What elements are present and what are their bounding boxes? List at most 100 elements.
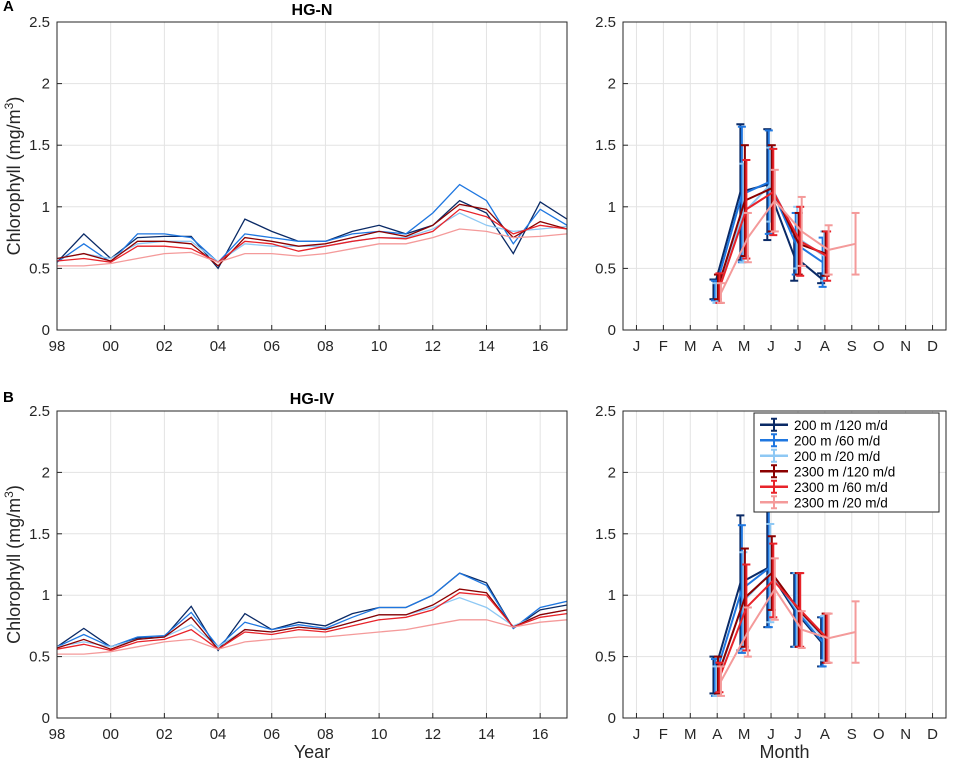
x-tick-label: J [767, 338, 775, 355]
y-tick-label: 2 [42, 464, 50, 481]
x-tick-label: O [873, 338, 885, 355]
x-tick-label: 00 [102, 726, 119, 743]
chart-hg-n-monthly: 00.511.522.5J F M A M J J A S O N D [595, 14, 947, 355]
y-tick-label: 1.5 [29, 137, 50, 154]
y-tick-label: 0 [608, 710, 616, 727]
y-axis-label-sup: 3 [2, 102, 16, 109]
x-tick-label: J [794, 338, 802, 355]
annual-mean-line-3 [57, 588, 567, 651]
panel-label-b: B [3, 389, 14, 406]
x-tick-label: A [820, 726, 830, 743]
x-tick-label: M [738, 338, 751, 355]
x-tick-label: D [927, 338, 938, 355]
y-tick-label: 1 [42, 587, 50, 604]
legend-box [753, 412, 940, 513]
plot-area [623, 22, 946, 330]
panel-label-a: A [3, 0, 14, 15]
x-tick-label: 16 [532, 726, 549, 743]
y-axis-label: Chlorophyll (mg/m3) [2, 485, 24, 644]
axes-frame [56, 410, 568, 719]
y-axis-label-main: Chlorophyll (mg/m [4, 109, 24, 255]
y-tick-label: 0.5 [595, 260, 616, 277]
chart-title: HG-N [292, 2, 333, 19]
monthly-line-5 [720, 198, 856, 294]
x-tick-label: 10 [371, 726, 388, 743]
x-tick-label: N [900, 726, 911, 743]
y-tick-label: 2 [42, 76, 50, 93]
x-tick-label: 00 [102, 338, 119, 355]
annual-mean-line-2 [57, 212, 567, 264]
x-tick-label: J [767, 726, 775, 743]
y-tick-label: 0 [608, 322, 616, 339]
x-tick-label: S [847, 338, 857, 355]
x-tick-label: J [794, 726, 802, 743]
legend-label: 2300 m /60 m/d [794, 480, 888, 495]
y-tick-label: 1 [42, 199, 50, 216]
y-tick-label: 1.5 [29, 526, 50, 543]
annual-mean-line-5 [57, 228, 567, 267]
y-tick-label: 2.5 [29, 14, 50, 31]
x-tick-label: J [633, 338, 641, 355]
x-tick-label: 02 [156, 338, 173, 355]
plot-layer [57, 183, 567, 270]
x-tick-label: N [900, 338, 911, 355]
y-tick-label: 0 [42, 322, 50, 339]
x-tick-label: 98 [49, 338, 66, 355]
annual-mean-line-1 [57, 183, 567, 264]
monthly-line-5 [720, 587, 856, 682]
x-tick-label: 14 [478, 338, 495, 355]
y-axis-label-main: Chlorophyll (mg/m [4, 498, 24, 644]
annual-mean-line-0 [57, 572, 567, 652]
y-axis-label-tail: ) [4, 97, 24, 103]
chart-hg-iv-timeseries: 0 0.5 1 1.5 2 2.5 98 00 02 04 06 08 10 12 14 16 HG-IV Yea… [2, 391, 568, 762]
x-tick-label: A [712, 726, 722, 743]
y-tick-label: 2.5 [595, 14, 616, 31]
x-tick-label: 12 [424, 338, 441, 355]
y-tick-label: 2 [608, 76, 616, 93]
y-tick-label: 0.5 [595, 649, 616, 666]
y-tick-label: 2 [608, 464, 616, 481]
y-tick-label: 0 [42, 710, 50, 727]
chart-hg-n-timeseries: 0 0.5 1 1.5 2 2.5 98 00 02 04 06 08 10 12 14 16 HG-N Chlo… [2, 2, 568, 355]
legend-label: 200 m /20 m/d [794, 449, 880, 464]
y-tick-label: 1.5 [595, 137, 616, 154]
y-tick-label: 2.5 [595, 403, 616, 420]
x-tick-label: D [927, 726, 938, 743]
x-tick-label: M [684, 338, 697, 355]
x-tick-label: A [712, 338, 722, 355]
plot-layer [57, 572, 567, 655]
x-tick-label: M [684, 726, 697, 743]
y-tick-label: 1 [608, 587, 616, 604]
y-axis-label: Chlorophyll (mg/m3) [2, 97, 24, 256]
y-axis-label-sup: 3 [2, 491, 16, 498]
y-tick-label: 0.5 [29, 649, 50, 666]
x-tick-label: J [633, 726, 641, 743]
plot-area [57, 411, 567, 718]
x-tick-label: M [738, 726, 751, 743]
axes-frame [622, 21, 947, 331]
legend-label: 200 m /60 m/d [794, 433, 880, 448]
x-tick-label: 08 [317, 726, 334, 743]
y-axis-label-tail: ) [4, 485, 24, 491]
annual-mean-line-5 [57, 619, 567, 655]
x-axis-label: Year [294, 742, 330, 762]
y-tick-label: 1 [608, 199, 616, 216]
plot-area [57, 22, 567, 330]
x-tick-label: F [659, 726, 668, 743]
x-tick-label: 06 [263, 338, 280, 355]
annual-mean-line-4 [57, 208, 567, 263]
x-tick-label: 04 [210, 338, 227, 355]
annual-mean-line-3 [57, 203, 567, 267]
x-tick-label: 02 [156, 726, 173, 743]
x-tick-label: 06 [263, 726, 280, 743]
legend-label: 2300 m /120 m/d [794, 464, 895, 479]
legend-label: 2300 m /20 m/d [794, 495, 888, 510]
x-tick-label: S [847, 726, 857, 743]
axes-frame [622, 410, 947, 719]
x-tick-label: F [659, 338, 668, 355]
x-tick-label: 98 [49, 726, 66, 743]
annual-mean-line-4 [57, 592, 567, 652]
x-tick-label: 08 [317, 338, 334, 355]
